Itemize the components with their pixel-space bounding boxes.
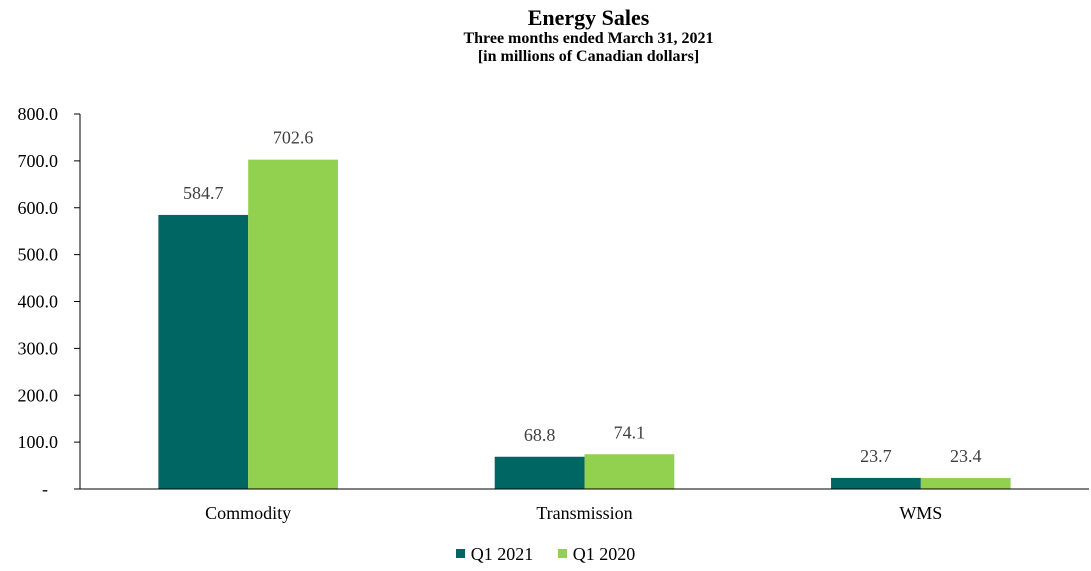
x-axis: Commodity Transmission WMS (80, 488, 1089, 523)
y-tick-label: 800.0 (18, 104, 59, 124)
y-tick-label: 100.0 (18, 432, 59, 452)
chart-titles: Energy Sales Three months ended March 31… (0, 6, 1091, 66)
chart-subtitle-line-1: Three months ended March 31, 2021 (463, 30, 714, 47)
y-tick-label: - (42, 479, 48, 499)
chart-subtitle-line-2: [in millions of Canadian dollars] (477, 48, 700, 65)
y-tick-label: 300.0 (18, 338, 59, 358)
legend-item-series-2: Q1 2020 (557, 543, 636, 564)
chart-title: Energy Sales (527, 5, 650, 30)
legend: Q1 2021 Q1 2020 (0, 542, 1091, 564)
category-label: Transmission (536, 503, 632, 523)
legend-swatch-series-2 (557, 549, 567, 558)
data-label: 74.1 (614, 422, 646, 442)
bar-1-wms (831, 477, 921, 489)
y-tick-label: 200.0 (18, 385, 59, 405)
y-tick-label: 700.0 (18, 151, 59, 171)
bar-1-commodity (158, 214, 249, 489)
data-label: 584.7 (183, 183, 224, 203)
y-tick-label: 400.0 (18, 292, 59, 312)
legend-item-series-1: Q1 2021 (455, 543, 534, 564)
bar-2-wms (920, 478, 1011, 489)
y-axis: - 100.0 200.0 300.0 400.0 500.0 600.0 700.0 800.… (18, 104, 81, 499)
bar-2-commodity (248, 159, 338, 489)
data-label: 68.8 (524, 425, 556, 445)
bar-1-transmission (494, 456, 585, 489)
data-label: 23.4 (950, 446, 982, 466)
y-tick-label: 500.0 (18, 245, 59, 265)
data-labels: 584.7 702.6 68.8 74.1 23.7 23.4 (183, 128, 981, 466)
bars (158, 159, 1011, 489)
legend-swatch-series-1 (455, 549, 465, 558)
data-label: 702.6 (273, 128, 314, 148)
legend-label-series-2: Q1 2020 (572, 543, 636, 564)
category-label: Commodity (205, 503, 291, 523)
category-label: WMS (899, 503, 942, 523)
data-label: 23.7 (860, 446, 892, 466)
legend-label-series-1: Q1 2021 (470, 543, 534, 564)
y-tick-label: 600.0 (18, 198, 59, 218)
bar-2-transmission (584, 454, 675, 489)
